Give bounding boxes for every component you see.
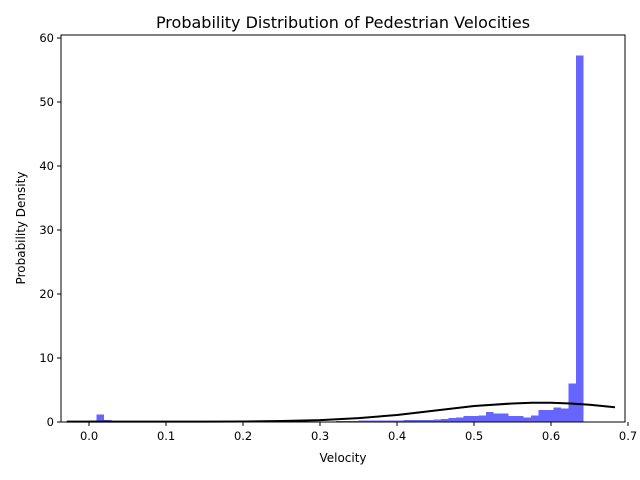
histogram-bar — [538, 409, 546, 422]
histogram-bar — [358, 420, 367, 422]
x-axis-label: Velocity — [319, 451, 366, 465]
y-tick-label: 10 — [39, 351, 54, 365]
y-tick-label: 40 — [39, 159, 54, 173]
histogram-bar — [530, 415, 539, 422]
histogram-bar — [463, 416, 471, 422]
histogram-bar — [575, 55, 584, 422]
histogram-bar — [433, 419, 441, 422]
histogram-bar — [373, 420, 382, 422]
x-tick-label: 0.7 — [619, 429, 637, 443]
histogram-bar — [403, 420, 412, 422]
x-tick-label: 0.4 — [388, 429, 406, 443]
histogram-bar — [366, 420, 374, 422]
histogram-bar — [96, 414, 105, 422]
histogram-bar — [418, 420, 427, 422]
histogram-bar — [523, 417, 531, 422]
x-tick-label: 0.0 — [80, 429, 98, 443]
histogram-bar — [508, 416, 516, 422]
histogram-bar — [560, 408, 569, 422]
y-tick-label: 60 — [39, 31, 54, 45]
chart-title: Probability Distribution of Pedestrian V… — [156, 13, 530, 32]
y-tick-label: 20 — [39, 287, 54, 301]
y-axis-label: Probability Density — [14, 172, 28, 285]
histogram-bar — [545, 409, 554, 422]
y-tick-label: 0 — [47, 415, 54, 429]
histogram-bar — [381, 420, 389, 422]
histogram-bar — [470, 416, 479, 422]
histogram-bar — [515, 416, 524, 422]
x-tick-label: 0.3 — [311, 429, 329, 443]
y-tick-label: 50 — [39, 95, 54, 109]
y-tick-label: 30 — [39, 223, 54, 237]
histogram-bar — [493, 413, 501, 422]
x-tick-label: 0.6 — [542, 429, 560, 443]
histogram-bar — [426, 419, 434, 422]
y-axis-ticks: 0 10 20 30 40 50 60 — [39, 31, 61, 429]
histogram-bar — [411, 420, 419, 422]
histogram-bar — [388, 420, 397, 422]
x-tick-label: 0.2 — [234, 429, 252, 443]
x-tick-label: 0.1 — [157, 429, 175, 443]
x-tick-label: 0.5 — [465, 429, 483, 443]
histogram-bar — [441, 418, 449, 422]
histogram-bar — [485, 411, 494, 422]
histogram-bar — [448, 418, 456, 422]
histogram-bar — [500, 413, 509, 422]
histogram-bar — [478, 415, 486, 422]
histogram-bar — [553, 407, 561, 422]
plot-frame — [60, 34, 626, 423]
x-axis-ticks: 0.0 0.1 0.2 0.3 0.4 0.5 0.6 0.7 — [80, 422, 637, 443]
histogram-bar — [396, 420, 404, 422]
histogram-bar — [455, 417, 464, 422]
